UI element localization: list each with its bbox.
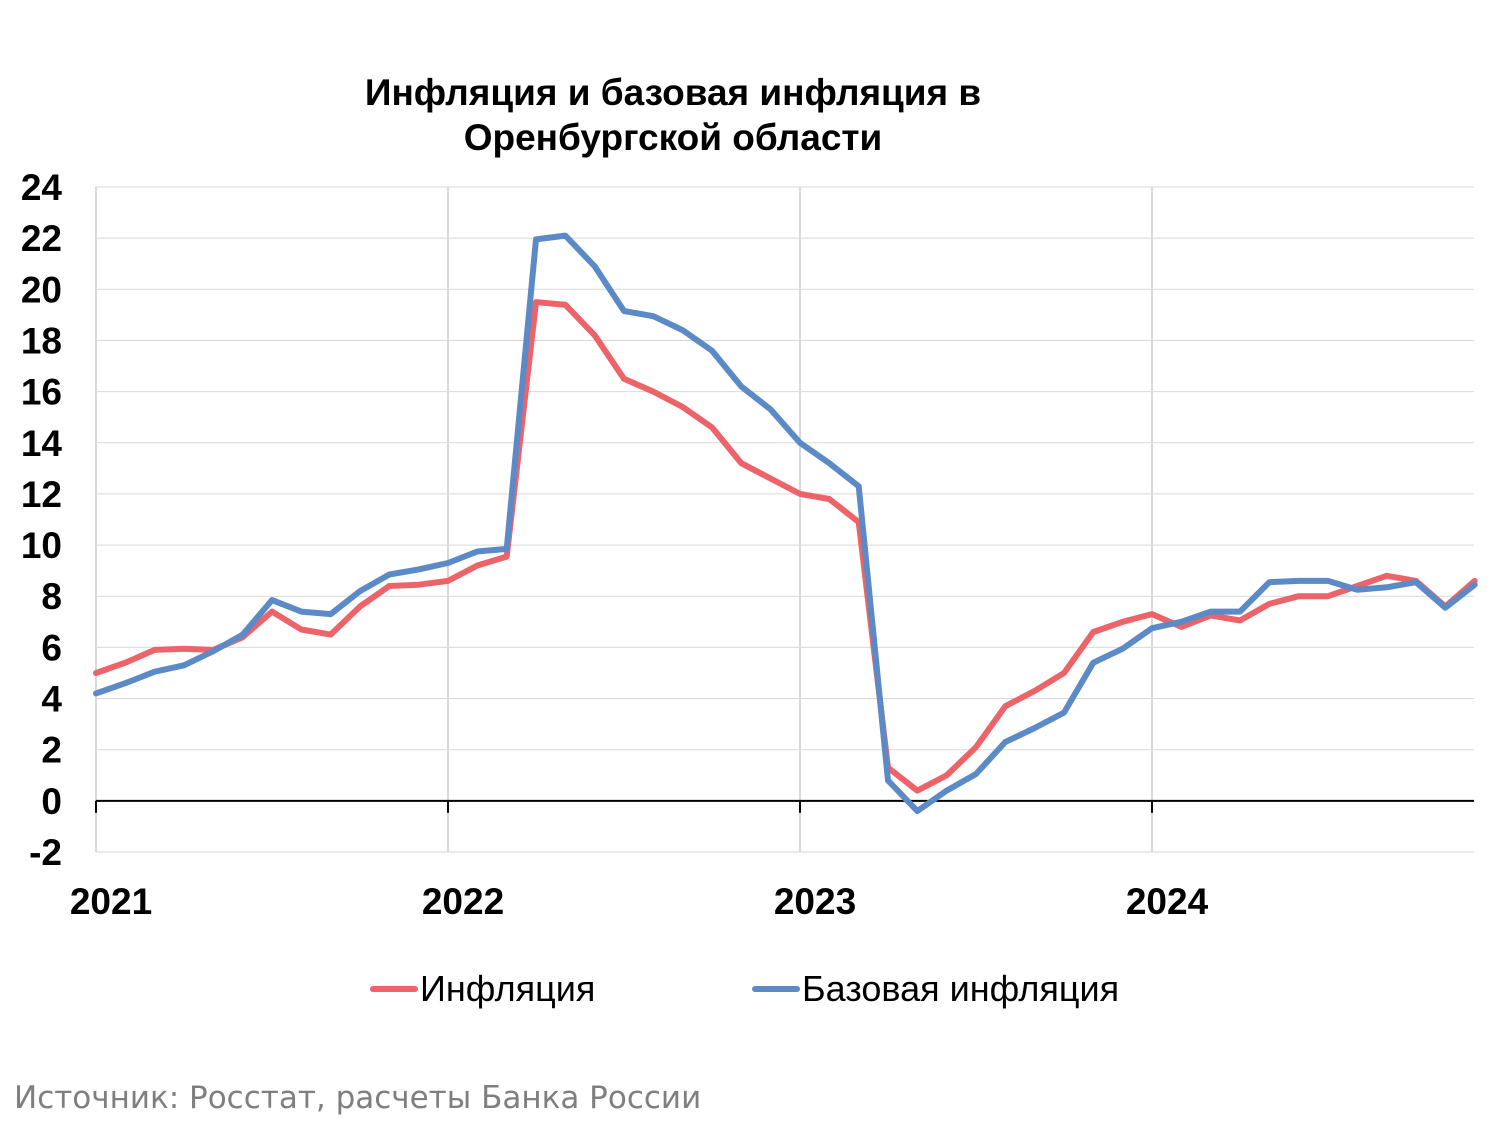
legend: Инфляция Базовая инфляция — [0, 968, 1499, 1018]
x-tick-label: 2022 — [422, 881, 504, 922]
y-tick-label: 8 — [41, 576, 62, 617]
y-tick-label: 16 — [21, 372, 62, 413]
y-tick-label: 20 — [21, 269, 62, 310]
axes — [95, 187, 1474, 852]
legend-swatch-inflation — [370, 986, 418, 992]
series-lines — [93, 232, 1478, 815]
legend-item-inflation: Инфляция — [370, 968, 595, 1010]
y-tick-label: -2 — [29, 832, 62, 873]
chart-title: Инфляция и базовая инфляция в Оренбургск… — [0, 70, 1346, 160]
y-tick-label: 22 — [21, 218, 62, 259]
y-tick-label: 6 — [41, 627, 62, 668]
y-tick-label: 18 — [21, 320, 62, 361]
legend-item-core-inflation: Базовая инфляция — [752, 968, 1119, 1010]
legend-swatch-core-inflation — [752, 986, 800, 992]
x-tick-label: 2024 — [1126, 881, 1209, 922]
series-line-inflation — [93, 299, 1478, 794]
y-tick-label: 0 — [41, 781, 62, 822]
gridlines — [96, 186, 1474, 853]
y-tick-label: 24 — [21, 167, 63, 208]
x-tick-label: 2023 — [774, 881, 856, 922]
y-tick-label: 12 — [21, 474, 62, 515]
y-tick-label: 10 — [21, 525, 62, 566]
legend-label-core-inflation: Базовая инфляция — [802, 968, 1120, 1009]
chart-title-line-2: Оренбургской области — [463, 117, 883, 158]
y-tick-label: 14 — [21, 423, 63, 464]
y-tick-label: 2 — [41, 730, 62, 771]
x-tick-label: 2021 — [70, 881, 152, 922]
source-note: Источник: Росстат, расчеты Банка России — [14, 1080, 702, 1116]
y-tick-label: 4 — [41, 679, 62, 720]
chart-title-line-1: Инфляция и базовая инфляция в — [364, 72, 982, 113]
legend-label-inflation: Инфляция — [420, 968, 596, 1009]
series-line-core-inflation — [93, 232, 1478, 815]
